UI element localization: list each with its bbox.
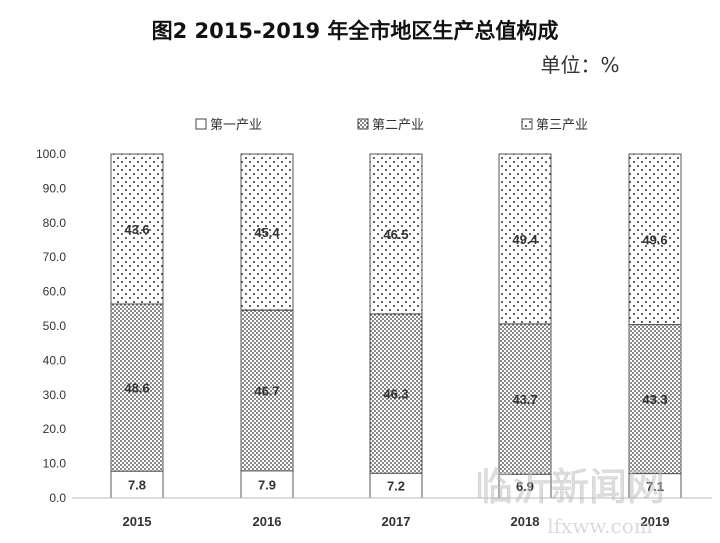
y-tick-label: 100.0 — [36, 147, 66, 161]
watermark-name: 临沂新闻网 — [475, 465, 665, 509]
bar-segment — [498, 153, 552, 325]
data-label: 46.7 — [254, 384, 279, 399]
legend-swatch — [195, 118, 207, 130]
y-axis: 0.0 10.0 20.0 30.0 40.0 50.0 60.0 70.0 80.0 90.0 1… — [36, 147, 66, 505]
legend-label: 第一产业 — [210, 118, 262, 133]
bar-segment — [110, 470, 164, 499]
y-tick-label: 70.0 — [43, 250, 67, 264]
unit-label: 单位：% — [540, 53, 619, 77]
bar-segment — [110, 303, 164, 472]
bar-segment — [628, 153, 682, 326]
data-label: 45.4 — [254, 225, 280, 240]
legend-swatch — [521, 118, 533, 130]
data-label: 7.9 — [258, 477, 276, 492]
data-label: 43.6 — [124, 222, 149, 237]
bar-segment — [240, 309, 294, 472]
y-tick-label: 40.0 — [43, 353, 67, 367]
x-tick-label: 2015 — [123, 514, 152, 529]
bar-segment — [110, 153, 164, 305]
y-tick-label: 50.0 — [43, 319, 67, 333]
bar-segment — [369, 153, 423, 315]
legend: 第一产业 第二产业 第三产业 — [195, 118, 588, 133]
x-tick-label: 2019 — [641, 514, 670, 529]
legend-label: 第三产业 — [536, 118, 588, 133]
legend-swatch — [357, 118, 369, 130]
y-tick-label: 20.0 — [43, 422, 67, 436]
x-tick-label: 2016 — [253, 514, 282, 529]
data-label: 7.8 — [128, 478, 146, 493]
data-label: 49.6 — [642, 232, 667, 247]
data-label: 7.2 — [387, 479, 405, 494]
bar-segment — [240, 153, 294, 311]
legend-label: 第二产业 — [372, 118, 424, 133]
data-label: 7.1 — [646, 479, 664, 494]
y-tick-label: 60.0 — [43, 285, 67, 299]
bar-segment — [240, 470, 294, 499]
y-tick-label: 0.0 — [49, 491, 66, 505]
bar-segment — [369, 313, 423, 474]
watermark-url: lfxww.com — [547, 514, 653, 538]
y-tick-label: 30.0 — [43, 388, 67, 402]
data-label: 43.7 — [512, 392, 537, 407]
watermark-logo: 临沂新闻网 lfxww.com — [475, 465, 666, 538]
data-label: 48.6 — [124, 381, 149, 396]
bars: 7.8 48.6 43.6 7.9 46.7 45.4 7.2 46.3 46.5 6.9 43.7… — [110, 153, 682, 499]
chart-title: 图2 2015-2019 年全市地区生产总值构成 — [152, 19, 559, 43]
y-tick-label: 80.0 — [43, 216, 67, 230]
bar-segment — [498, 323, 552, 475]
data-label: 43.3 — [642, 392, 667, 407]
data-label: 46.3 — [383, 387, 408, 402]
y-tick-label: 90.0 — [43, 181, 67, 195]
bar-segment — [628, 324, 682, 475]
data-label: 46.5 — [383, 227, 408, 242]
x-tick-label: 2018 — [511, 514, 540, 529]
data-label: 6.9 — [516, 479, 534, 494]
data-label: 49.4 — [512, 232, 538, 247]
y-tick-label: 10.0 — [43, 457, 67, 471]
x-axis: 2015 2016 2017 2018 2019 — [72, 497, 712, 529]
x-tick-label: 2017 — [382, 514, 411, 529]
